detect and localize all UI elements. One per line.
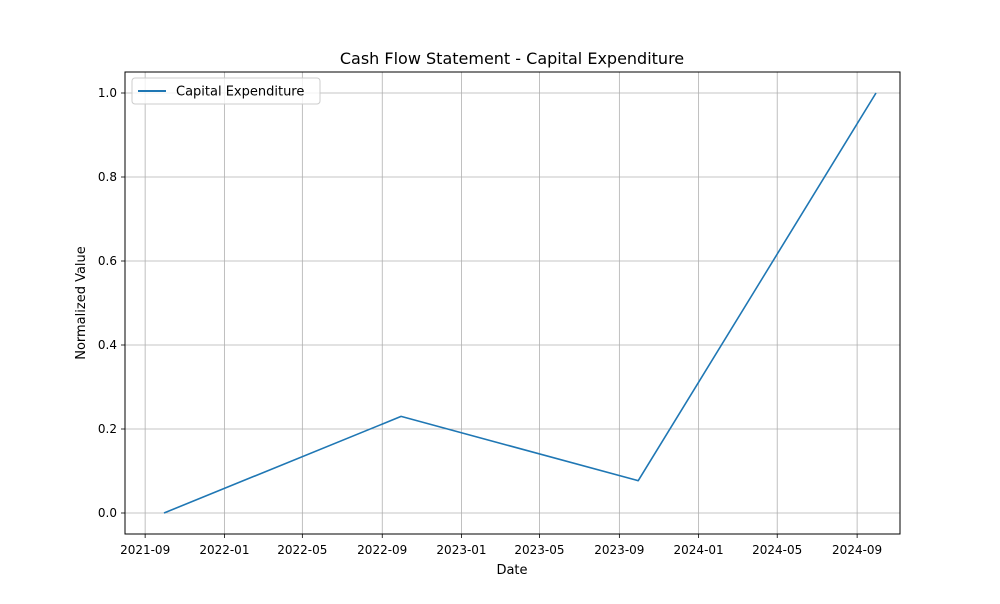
- y-tick-label: 0.0: [98, 506, 117, 520]
- legend-label: Capital Expenditure: [176, 85, 304, 100]
- x-axis-label: Date: [496, 563, 527, 578]
- y-tick-label: 0.4: [98, 338, 117, 352]
- x-tick-label: 2023-01: [436, 543, 486, 557]
- x-tick-label: 2022-09: [357, 543, 407, 557]
- y-tick-label: 0.6: [98, 254, 117, 268]
- x-tick-label: 2021-09: [120, 543, 170, 557]
- x-tick-label: 2024-01: [674, 543, 724, 557]
- x-tick-label: 2023-09: [594, 543, 644, 557]
- y-tick-label: 0.2: [98, 422, 117, 436]
- y-axis-label: Normalized Value: [74, 246, 89, 360]
- legend: Capital Expenditure: [132, 78, 320, 104]
- y-tick-label: 1.0: [98, 86, 117, 100]
- x-tick-label: 2024-09: [832, 543, 882, 557]
- x-tick-label: 2022-01: [199, 543, 249, 557]
- y-tick-label: 0.8: [98, 170, 117, 184]
- x-tick-label: 2023-05: [514, 543, 564, 557]
- chart-title: Cash Flow Statement - Capital Expenditur…: [340, 49, 684, 68]
- x-tick-label: 2024-05: [752, 543, 802, 557]
- x-tick-label: 2022-05: [277, 543, 327, 557]
